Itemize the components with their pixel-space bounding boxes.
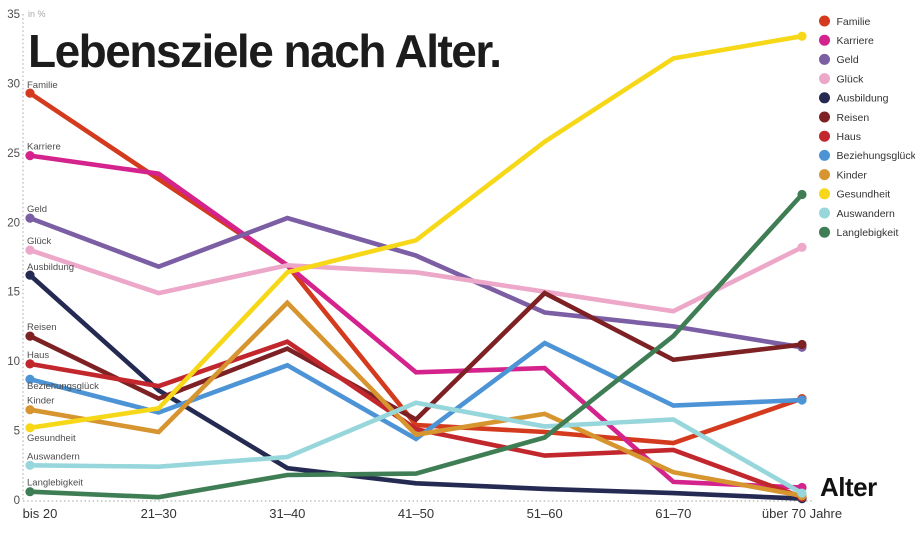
series-start-dot-familie <box>25 88 35 98</box>
series-start-dot-geld <box>25 213 35 223</box>
legend-label-reisen: Reisen <box>837 112 870 124</box>
x-tick-label: 51–60 <box>527 506 563 521</box>
y-tick-label: 15 <box>7 287 20 299</box>
series-line-glück <box>27 245 805 314</box>
page-title: Lebensziele nach Alter. <box>28 25 502 77</box>
series-label-kinder: Kinder <box>27 396 54 407</box>
legend-dot-ausbildung <box>819 92 830 104</box>
legend-label-glück: Glück <box>837 73 865 85</box>
legend-dot-karriere <box>819 34 830 46</box>
series-label-ausbildung: Ausbildung <box>27 262 74 273</box>
y-axis-unit-label: in % <box>28 9 46 19</box>
series-end-dot-reisen <box>797 339 807 350</box>
legend-label-geld: Geld <box>837 54 859 66</box>
legend-dot-auswandern <box>819 207 830 219</box>
series-start-dot-ausbildung <box>25 270 35 280</box>
series-line-reisen <box>27 290 805 423</box>
legend-dot-langlebigkeit <box>819 226 830 238</box>
legend-label-ausbildung: Ausbildung <box>837 93 889 105</box>
y-tick-label: 35 <box>7 9 20 21</box>
series-end-dot-beziehungsglück <box>797 395 807 405</box>
legend-dot-familie <box>819 15 830 27</box>
legend-label-auswandern: Auswandern <box>837 208 896 220</box>
series-line-geld <box>27 215 805 350</box>
series-line-gesundheit <box>27 33 805 431</box>
series-label-gesundheit: Gesundheit <box>27 433 76 444</box>
series-label-karriere: Karriere <box>27 142 61 153</box>
legend-dot-reisen <box>819 111 830 123</box>
legend-label-langlebigkeit: Langlebigkeit <box>837 227 899 239</box>
series-start-dot-gesundheit <box>25 423 35 433</box>
y-tick-label: 10 <box>7 356 20 368</box>
series-line-beziehungsglück <box>27 340 805 442</box>
series-start-dot-haus <box>25 359 35 369</box>
legend-dot-haus <box>819 130 830 142</box>
series-start-dot-glück <box>25 245 35 255</box>
series-label-beziehungsglück: Beziehungsglück <box>27 381 99 392</box>
series-line-ausbildung <box>27 272 805 501</box>
series-end-dot-glück <box>797 242 807 252</box>
legend-dot-geld <box>819 53 830 65</box>
x-tick-label: 31–40 <box>269 506 305 521</box>
series-label-glück: Glück <box>27 236 52 247</box>
legend-dot-gesundheit <box>819 188 830 200</box>
legend-label-karriere: Karriere <box>837 35 875 47</box>
series-start-dot-reisen <box>25 331 35 341</box>
series-label-familie: Familie <box>27 80 58 91</box>
series-label-haus: Haus <box>27 350 49 361</box>
series-label-geld: Geld <box>27 204 47 215</box>
x-tick-label: über 70 Jahre <box>762 506 842 521</box>
series-label-langlebigkeit: Langlebigkeit <box>27 478 83 489</box>
series-label-reisen: Reisen <box>27 322 57 333</box>
legend-dot-kinder <box>819 169 830 181</box>
series-line-haus <box>27 339 805 500</box>
y-tick-label: 0 <box>14 495 20 507</box>
y-tick-label: 20 <box>7 217 20 229</box>
series-line-kinder <box>27 299 805 499</box>
legend-label-kinder: Kinder <box>837 169 868 181</box>
y-tick-label: 5 <box>14 426 20 438</box>
series-line-langlebigkeit <box>27 192 805 500</box>
series-line-karriere <box>27 153 805 490</box>
y-tick-label: 30 <box>7 78 20 90</box>
series-start-dot-beziehungsglück <box>25 374 35 384</box>
series-end-dot-gesundheit <box>797 31 807 41</box>
legend-label-familie: Familie <box>837 16 871 28</box>
series-line-auswandern <box>27 400 805 496</box>
series-start-dot-kinder <box>25 405 35 415</box>
legend-dot-beziehungsglück <box>819 149 830 161</box>
legend-dot-glück <box>819 73 830 85</box>
x-tick-label: bis 20 <box>23 506 58 521</box>
legend-label-haus: Haus <box>837 131 862 143</box>
legend-label-beziehungsglück: Beziehungsglück <box>837 150 915 162</box>
series-start-dot-karriere <box>25 151 35 161</box>
y-tick-label: 25 <box>7 148 20 160</box>
series-end-dot-langlebigkeit <box>797 189 807 200</box>
series-end-dot-auswandern <box>797 488 807 498</box>
series-start-dot-auswandern <box>25 460 35 470</box>
x-tick-label: 61–70 <box>655 506 691 521</box>
x-axis-title: Alter <box>820 472 877 502</box>
x-tick-label: 41–50 <box>398 506 434 521</box>
series-start-dot-langlebigkeit <box>25 487 35 497</box>
series-line-familie <box>27 90 805 446</box>
legend-label-gesundheit: Gesundheit <box>837 189 891 201</box>
x-tick-label: 21–30 <box>141 506 177 521</box>
series-label-auswandern: Auswandern <box>27 451 80 462</box>
